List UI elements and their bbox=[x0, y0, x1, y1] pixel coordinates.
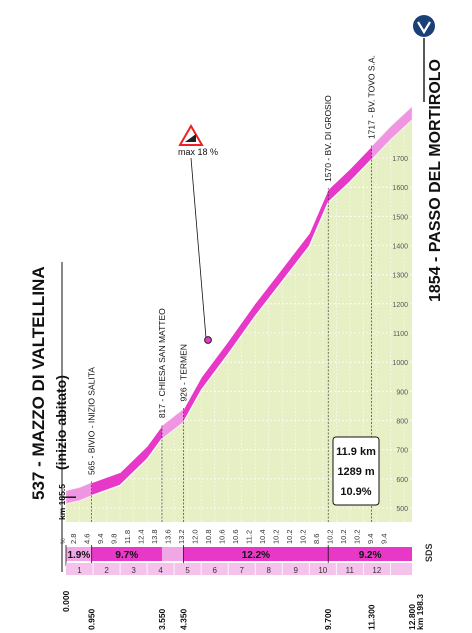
section-segment bbox=[91, 547, 162, 561]
km-segment-label: 12 bbox=[372, 566, 381, 575]
km-segment-label: 1 bbox=[77, 566, 82, 575]
waypoint-label: 1570 - BV. DI GROSIO bbox=[323, 95, 333, 182]
profile-band-light bbox=[66, 482, 92, 504]
gradient-value-label: 2.8 bbox=[69, 534, 78, 544]
gradient-value-label: 11.2 bbox=[244, 530, 253, 544]
summary-distance: 11.9 km bbox=[336, 446, 376, 458]
section-gradient-label: 12.2% bbox=[242, 550, 270, 561]
finish-label: 1854 - PASSO DEL MORTIROLO bbox=[427, 59, 444, 302]
start-label: 537 - MAZZO DI VALTELLINA bbox=[29, 266, 48, 500]
gradient-value-label: 10.2 bbox=[339, 529, 348, 544]
bottom-km-mark: 0.950 bbox=[87, 608, 97, 630]
altitude-tick-label: 1000 bbox=[392, 360, 408, 367]
profile-area bbox=[66, 113, 412, 522]
altitude-tick-label: 500 bbox=[396, 506, 408, 513]
bottom-km-mark: 12.800 bbox=[407, 604, 417, 630]
km-row-bg bbox=[66, 563, 412, 575]
gradient-value-label: 4.6 bbox=[82, 534, 91, 544]
bottom-km-mark: 9.700 bbox=[323, 608, 333, 630]
profile-band-light bbox=[162, 409, 184, 439]
gradient-value-label: 12.0 bbox=[190, 529, 199, 544]
bottom-km-mark: 4.350 bbox=[179, 608, 189, 630]
waypoint-label: 1717 - BV. TOVO S.A. bbox=[366, 55, 376, 139]
gradient-value-label: 9.4 bbox=[380, 534, 389, 544]
sds-logo: SDS bbox=[424, 543, 434, 562]
summary-average-gradient: 10.9% bbox=[340, 486, 371, 498]
section-gradient-label: 9.7% bbox=[115, 550, 138, 561]
gradient-value-label: 10.2 bbox=[285, 529, 294, 544]
start-sublabel: (inizio abitato) bbox=[53, 375, 69, 470]
section-segment bbox=[66, 547, 92, 561]
km-segment-label: 7 bbox=[239, 566, 244, 575]
altitude-tick-label: 1300 bbox=[392, 273, 408, 280]
gradient-value-label: 10.2 bbox=[271, 529, 280, 544]
gradient-value-label: 9.4 bbox=[96, 534, 105, 544]
max-gradient-label: max 18 % bbox=[178, 147, 218, 157]
gradient-value-label: 10.2 bbox=[326, 529, 335, 544]
km-segment-label: 6 bbox=[212, 566, 217, 575]
section-segment bbox=[328, 547, 412, 561]
gradient-value-label: 9.8 bbox=[109, 534, 118, 544]
km-segment-label: 9 bbox=[294, 566, 299, 575]
gradient-value-label: 10.6 bbox=[217, 529, 226, 544]
climb-summary-box: 11.9 km 1289 m 10.9% bbox=[332, 436, 380, 506]
section-gradient-label: 1.9% bbox=[67, 550, 90, 561]
gradient-row-header: % bbox=[60, 538, 67, 544]
waypoint-label: 565 - BIVIO - INIZIO SALITA bbox=[87, 367, 97, 475]
bottom-km-mark: 11.300 bbox=[366, 604, 376, 630]
gradient-value-label: 8.6 bbox=[312, 534, 321, 544]
km-end-bottom: km 198.3 bbox=[415, 594, 425, 630]
altitude-tick-label: 1700 bbox=[392, 156, 408, 163]
km-segment-label: 4 bbox=[158, 566, 163, 575]
gradient-value-label: 9.4 bbox=[366, 534, 375, 544]
profile-band-light bbox=[371, 106, 412, 160]
km-segment-label: 10 bbox=[318, 566, 327, 575]
gradient-value-label: 10.8 bbox=[204, 529, 213, 544]
gradient-value-label: 10.4 bbox=[258, 529, 267, 544]
bottom-km-mark: 3.550 bbox=[157, 608, 167, 630]
max-gradient-point bbox=[204, 336, 212, 344]
gradient-value-label: 10.6 bbox=[231, 529, 240, 544]
section-gradient-label: 9.2% bbox=[359, 550, 382, 561]
max-gradient-leader bbox=[190, 157, 207, 339]
section-segment bbox=[183, 547, 329, 561]
bottom-km-mark: 0.000 bbox=[61, 590, 71, 612]
gradient-value-label: 10.2 bbox=[299, 529, 308, 544]
km-segment-label: 3 bbox=[131, 566, 136, 575]
slope-glyph bbox=[185, 134, 196, 142]
gradient-row-bg bbox=[66, 524, 412, 545]
max-gradient-marker: max 18 % bbox=[178, 124, 218, 344]
altitude-tick-label: 700 bbox=[396, 448, 408, 455]
altitude-tick-label: 800 bbox=[396, 419, 408, 426]
km-segment-label: 8 bbox=[267, 566, 272, 575]
km-start-top: km 185.5 bbox=[57, 484, 67, 520]
altitude-tick-label: 1400 bbox=[392, 244, 408, 251]
gradient-value-label: 13.6 bbox=[163, 529, 172, 544]
km-segment-label: 11 bbox=[346, 566, 355, 575]
altitude-tick-label: 900 bbox=[396, 389, 408, 396]
altitude-tick-label: 600 bbox=[396, 477, 408, 484]
finish-marker bbox=[413, 15, 435, 102]
altitude-tick-label: 1600 bbox=[392, 185, 408, 192]
gradient-value-label: 11.8 bbox=[123, 530, 132, 544]
altitude-tick-label: 1200 bbox=[392, 302, 408, 309]
gradient-value-label: 13.2 bbox=[177, 529, 186, 544]
waypoint-label: 926 - TERMEN bbox=[179, 344, 189, 401]
gradient-value-label: 13.8 bbox=[150, 529, 159, 544]
gradient-value-label: 12.4 bbox=[136, 529, 145, 544]
gradient-value-label: 10.2 bbox=[353, 529, 362, 544]
summary-gain: 1289 m bbox=[337, 466, 375, 478]
waypoint-label: 817 - CHIESA SAN MATTEO bbox=[157, 308, 167, 418]
finish-v-icon bbox=[413, 15, 435, 37]
km-segment-label: 5 bbox=[185, 566, 190, 575]
warning-triangle-icon bbox=[178, 124, 204, 146]
altitude-tick-label: 1100 bbox=[393, 331, 408, 338]
km-segment-label: 2 bbox=[104, 566, 109, 575]
altitude-tick-label: 1500 bbox=[392, 214, 408, 221]
